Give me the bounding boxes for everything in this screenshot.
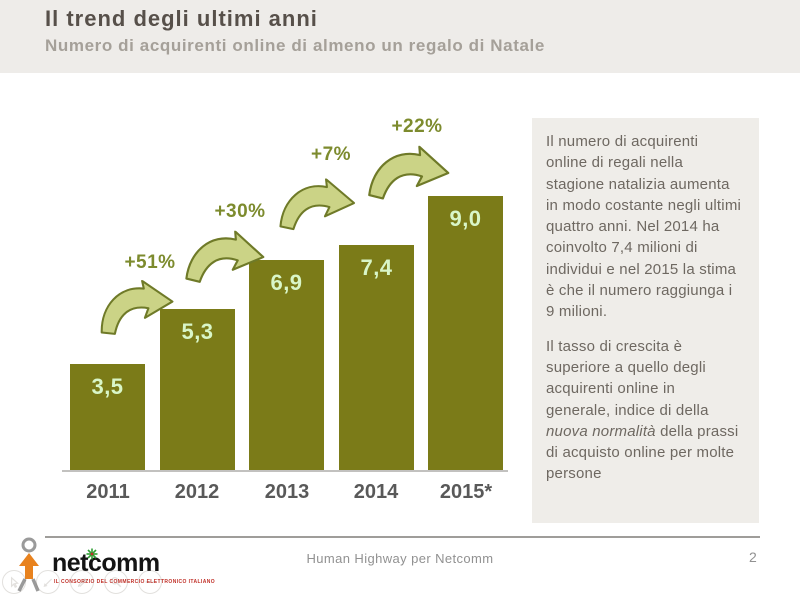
bar-2011: 3,5 (70, 364, 145, 470)
page-number: 2 (749, 549, 757, 565)
x-axis-label-2011: 2011 (86, 481, 130, 503)
x-axis-label-2013: 2013 (264, 481, 310, 503)
bar-2013: 6,9 (249, 260, 324, 470)
x-axis-label-2015*: 2015* (439, 481, 493, 503)
paragraph2-text: della prassi di acquisto online per molt… (546, 422, 739, 483)
bar-value-label: 9,0 (449, 206, 482, 231)
growth-label-2013: +30% (214, 201, 266, 222)
bar-value-label: 7,4 (360, 255, 393, 280)
bar-value-label: 3,5 (91, 374, 124, 399)
bar-2014: 7,4 (339, 245, 414, 470)
paragraph2-text: Il tasso di crescita è superiore a quell… (546, 337, 709, 419)
footer-divider (45, 536, 760, 538)
bar-2012: 5,3 (160, 309, 235, 470)
pencil-icon (36, 570, 60, 594)
growth-arrow-icon (368, 145, 450, 200)
growth-arrow-icon (185, 230, 265, 283)
footer-caption: Human Highway per Netcomm (306, 551, 494, 566)
bar-2015*: 9,0 (428, 196, 503, 470)
growth-arrow-icon (100, 279, 174, 335)
bar-chart: 3,5 5,3 6,9 7,4 9,0 2011 2012 2013 2014 2015* +5… (0, 73, 530, 533)
x-axis-label-2012: 2012 (174, 481, 220, 503)
ellipsis-icon (138, 570, 162, 594)
netcomm-star-icon (86, 548, 98, 560)
slide-header: Il trend degli ultimi anni Numero di acq… (0, 0, 800, 73)
commentary-paragraph-1: Il numero di acquirenti online di regali… (546, 133, 742, 321)
cursor-hand-icon (2, 570, 26, 594)
x-axis-label-2014: 2014 (353, 481, 399, 503)
page-title: Il trend degli ultimi anni (45, 6, 318, 31)
bar-value-label: 5,3 (181, 319, 214, 344)
commentary-paragraph-2: Il tasso di crescita è superiore a quell… (546, 336, 743, 485)
commentary-panel: Il numero di acquirenti online di regali… (532, 118, 759, 523)
growth-label-2015: +22% (391, 116, 443, 137)
x-axis-line (62, 470, 508, 472)
page-subtitle: Numero di acquirenti online di almeno un… (45, 36, 545, 55)
growth-label-2014: +7% (310, 144, 352, 165)
pen-icon (70, 570, 94, 594)
magnifier-icon (104, 570, 128, 594)
bar-value-label: 6,9 (270, 270, 303, 295)
paragraph2-italic-phrase: nuova normalità (546, 422, 656, 440)
growth-arrow-icon (279, 178, 356, 231)
growth-label-2012: +51% (124, 252, 176, 273)
netcomm-logo: netcomm IL CONSORZIO DEL COMMERCIO ELETT… (0, 535, 215, 594)
netcomm-tagline: IL CONSORZIO DEL COMMERCIO ELETTRONICO I… (54, 579, 216, 585)
